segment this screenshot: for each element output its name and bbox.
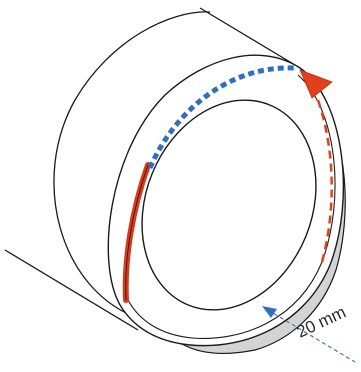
stripe-outline (125, 164, 149, 301)
dimension-line (267, 309, 356, 363)
arrow-up-left-icon (299, 69, 333, 99)
roll-core (141, 99, 317, 311)
roll-back-rim (53, 11, 211, 319)
roll-bottom-edge (4, 249, 139, 331)
roll-top-edge (199, 7, 301, 69)
tape-path-blue-dotted (147, 65, 296, 169)
tape-outer-layer (127, 74, 336, 340)
dimension-arrowhead (262, 306, 277, 318)
tape-path-red-dashed (316, 99, 333, 263)
